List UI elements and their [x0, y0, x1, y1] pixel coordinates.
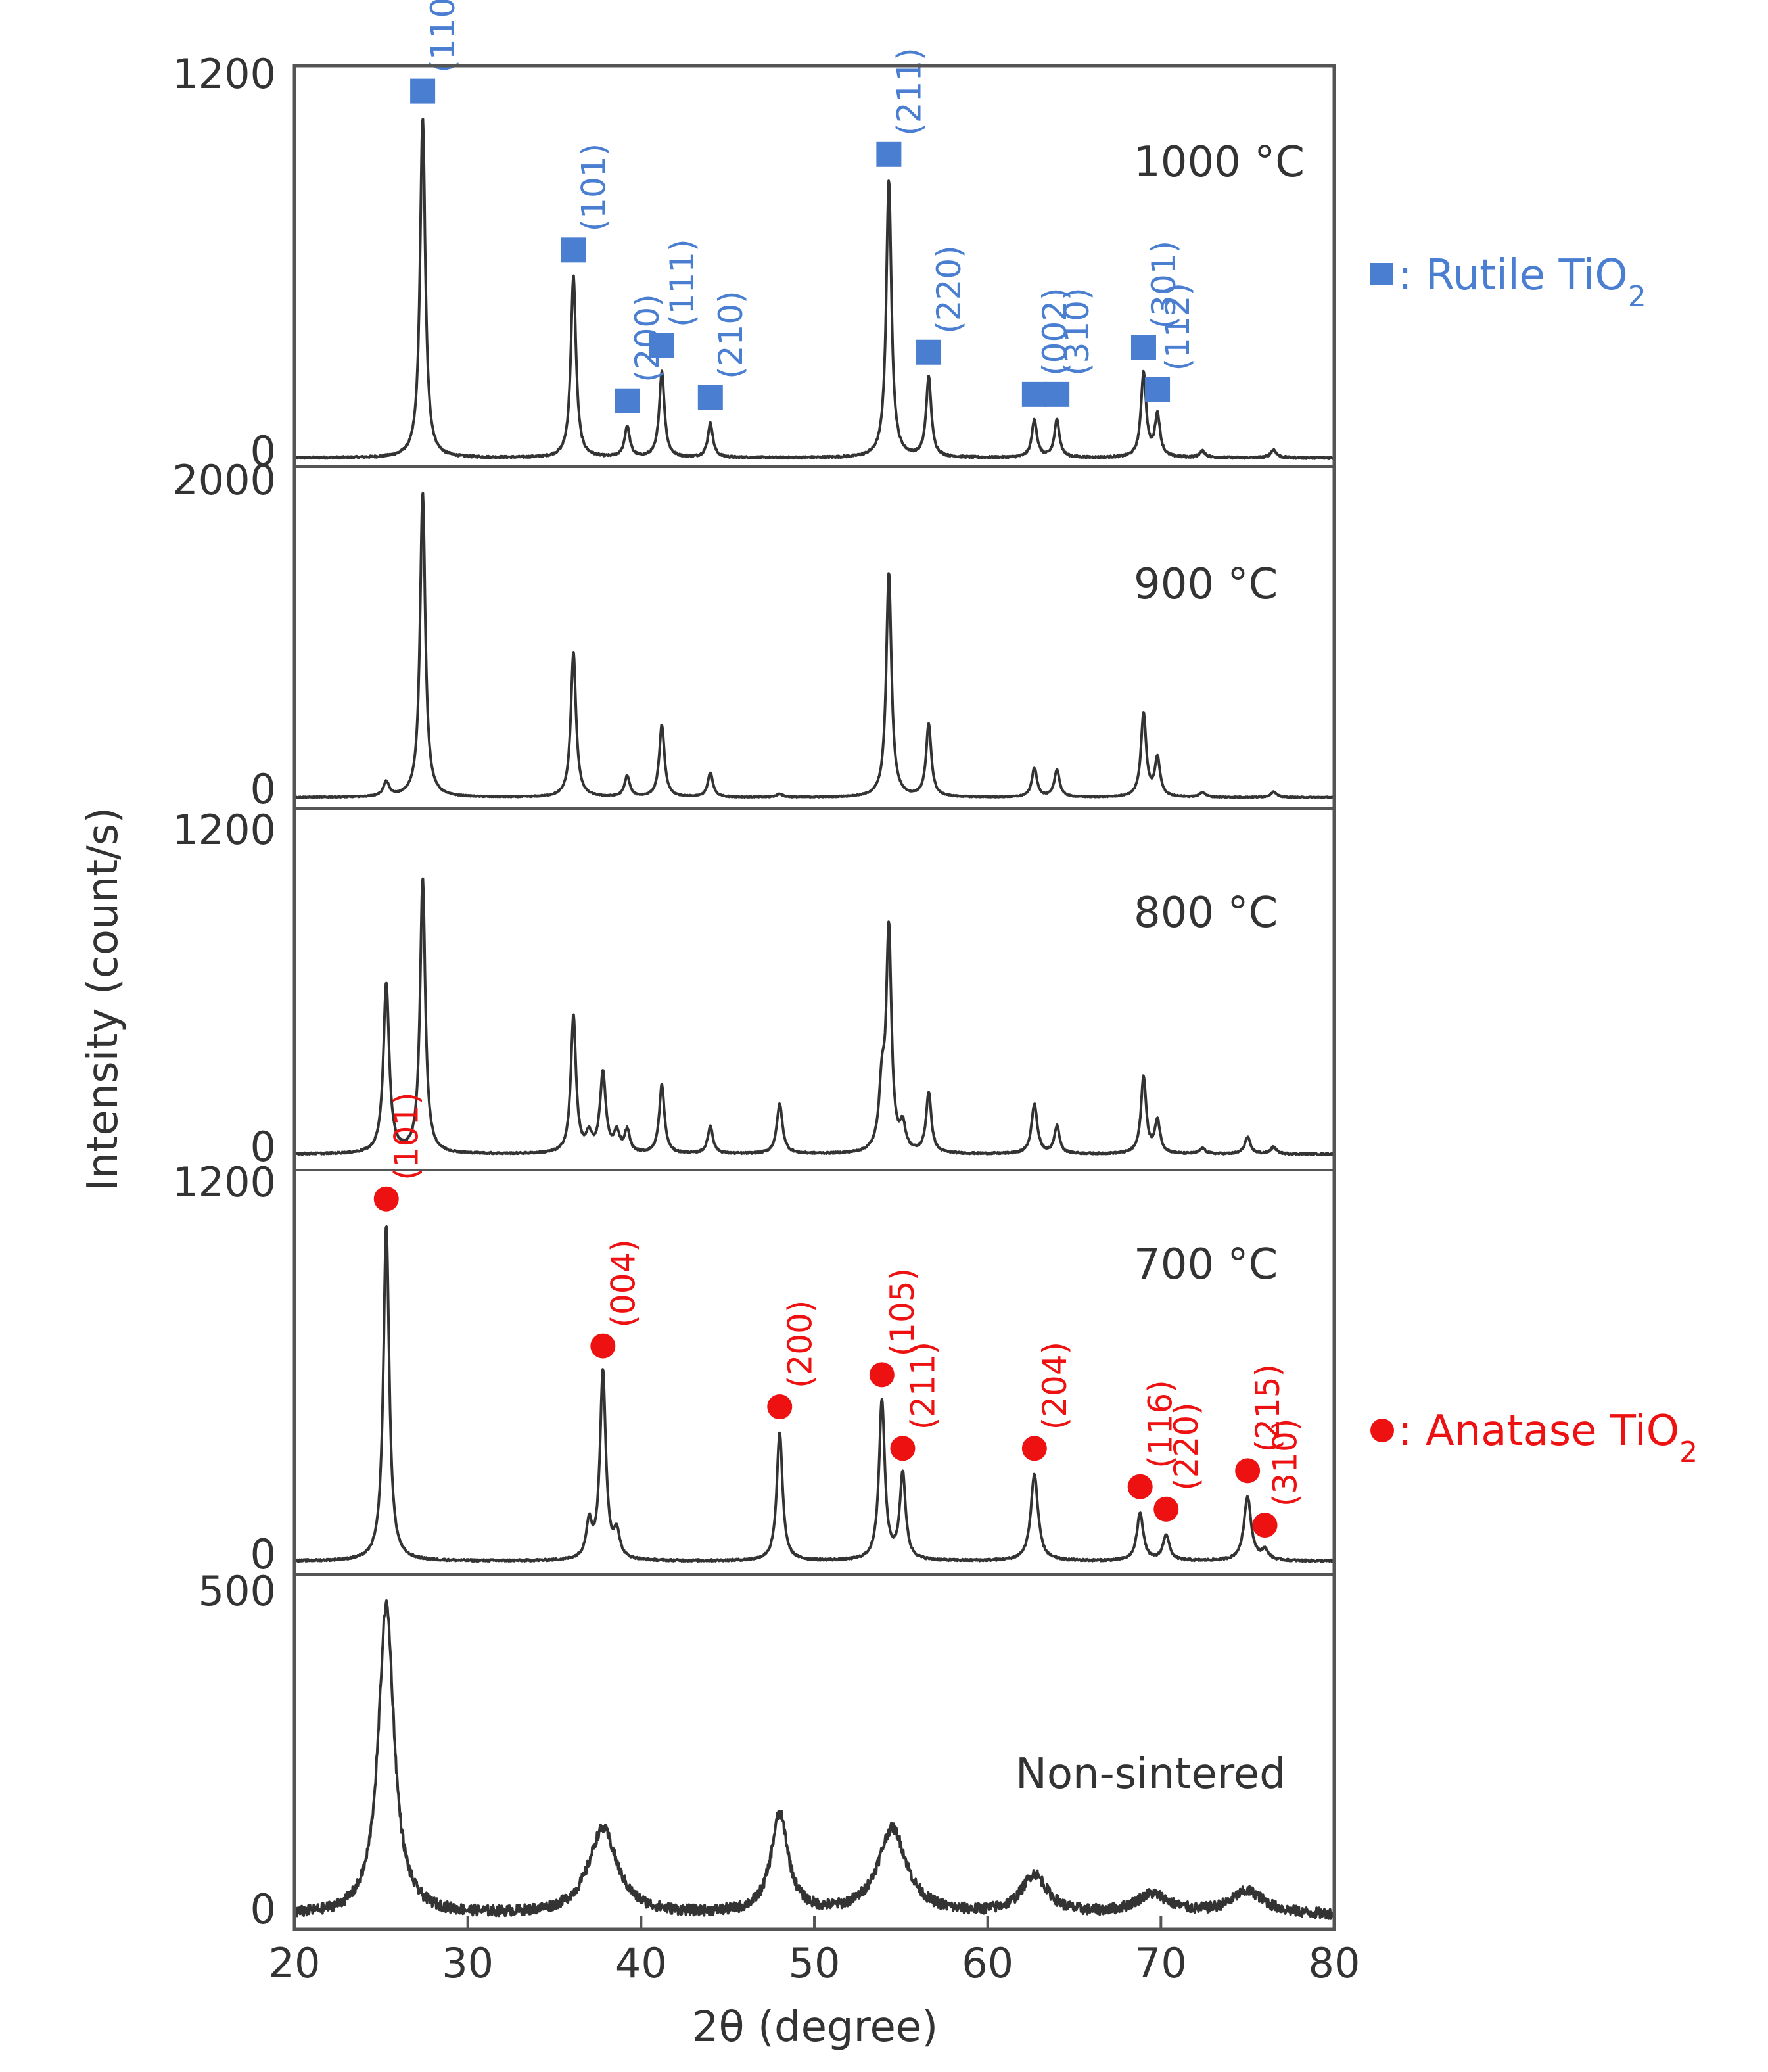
hkl-label: (112) [1159, 283, 1197, 371]
x-tick-label: 20 [269, 1939, 321, 1987]
legend-label: : Rutile TiO2 [1398, 251, 1646, 314]
panel-label-pNS: Non-sintered [1015, 1750, 1286, 1799]
y-tick-zero-p1000: 0 [250, 427, 276, 475]
rutile-marker [1044, 381, 1070, 407]
hkl-label: (101) [388, 1092, 426, 1180]
hkl-label: (204) [1036, 1342, 1074, 1430]
x-tick-label: 60 [962, 1939, 1013, 1987]
legend-subscript: 2 [1679, 1436, 1698, 1469]
rutile-marker [916, 339, 942, 365]
x-tick-label: 50 [789, 1939, 841, 1987]
hkl-label: (210) [712, 291, 750, 379]
rutile-marker [876, 141, 902, 167]
y-tick-top-p1000: 1200 [172, 50, 276, 98]
panel-label-p800: 800 °C [1134, 889, 1278, 937]
y-tick-top-p700: 1200 [172, 1158, 276, 1206]
y-tick-zero-p800: 0 [250, 1123, 276, 1171]
hkl-label: (220) [1167, 1402, 1205, 1490]
trace-p700 [293, 1225, 1336, 1563]
anatase-marker [890, 1436, 916, 1461]
y-tick-top-p800: 1200 [172, 806, 276, 854]
anatase-marker [869, 1362, 895, 1388]
rutile-marker [410, 78, 436, 104]
anatase-marker [373, 1186, 399, 1212]
panel-label-p900: 900 °C [1134, 560, 1278, 609]
y-tick-top-pNS: 500 [198, 1567, 276, 1615]
anatase-marker [1252, 1513, 1278, 1538]
legend-subscript: 2 [1628, 280, 1646, 314]
rutile-marker [697, 385, 723, 410]
y-tick-zero-p900: 0 [250, 765, 276, 813]
hkl-label: (220) [930, 245, 968, 333]
hkl-label: (211) [904, 1342, 942, 1430]
legend-label: : Anatase TiO2 [1398, 1407, 1698, 1469]
anatase-marker [767, 1394, 793, 1420]
x-tick-label: 80 [1309, 1939, 1361, 1987]
x-tick-label: 30 [442, 1939, 494, 1987]
x-axis-title: 2θ (degree) [692, 2003, 938, 2052]
anatase-marker [1235, 1458, 1261, 1484]
trace-p900 [293, 492, 1336, 799]
legend-circle-icon [1370, 1419, 1394, 1442]
panel-label-p700: 700 °C [1134, 1240, 1278, 1289]
anatase-marker [1021, 1436, 1047, 1461]
y-tick-zero-pNS: 0 [250, 1885, 276, 1933]
rutile-marker [615, 388, 640, 413]
hkl-label: (110) [424, 0, 462, 73]
panel-p900: 2000 0 900 °C [172, 456, 1336, 813]
trace-pNS [293, 1599, 1336, 1920]
hkl-label: (004) [604, 1239, 642, 1327]
panel-label-p1000: 1000 °C [1134, 138, 1305, 187]
anatase-marker [1153, 1496, 1179, 1522]
hkl-label: (101) [575, 143, 613, 231]
rutile-marker [1021, 381, 1047, 407]
y-axis-title: Intensity (count/s) [79, 807, 128, 1191]
rutile-marker [1130, 335, 1156, 360]
hkl-label: (215) [1249, 1364, 1287, 1452]
rutile-marker [1145, 377, 1171, 402]
anatase-marker [590, 1333, 616, 1359]
trace-p1000 [293, 118, 1336, 460]
hkl-label: (116) [1142, 1380, 1180, 1468]
anatase-marker [1127, 1474, 1153, 1499]
x-tick-label: 70 [1135, 1939, 1187, 1987]
hkl-label: (301) [1145, 241, 1183, 329]
hkl-label: (105) [883, 1268, 921, 1356]
legend: : Rutile TiO2 : Anatase TiO2 [1370, 251, 1698, 1469]
hkl-label: (310) [1267, 1419, 1305, 1507]
legend-square-icon [1370, 263, 1393, 285]
hkl-label: (310) [1058, 287, 1096, 375]
x-tick-label: 40 [615, 1939, 667, 1987]
hkl-label: (200) [781, 1300, 819, 1388]
rutile-marker [561, 237, 586, 263]
hkl-label: (211) [890, 47, 928, 135]
y-tick-zero-p700: 0 [250, 1530, 276, 1578]
panel-pNS: 500 0 Non-sintered [198, 1567, 1336, 1933]
y-tick-top-p900: 2000 [172, 456, 276, 504]
rutile-marker [649, 333, 674, 358]
hkl-label: (002) [1036, 287, 1074, 375]
panel-p800: 1200 0 800 °C [172, 806, 1336, 1171]
trace-p800 [293, 877, 1336, 1156]
x-axis: 20 30 40 50 60 70 80 [269, 1916, 1361, 1987]
hkl-label: (111) [663, 239, 701, 327]
